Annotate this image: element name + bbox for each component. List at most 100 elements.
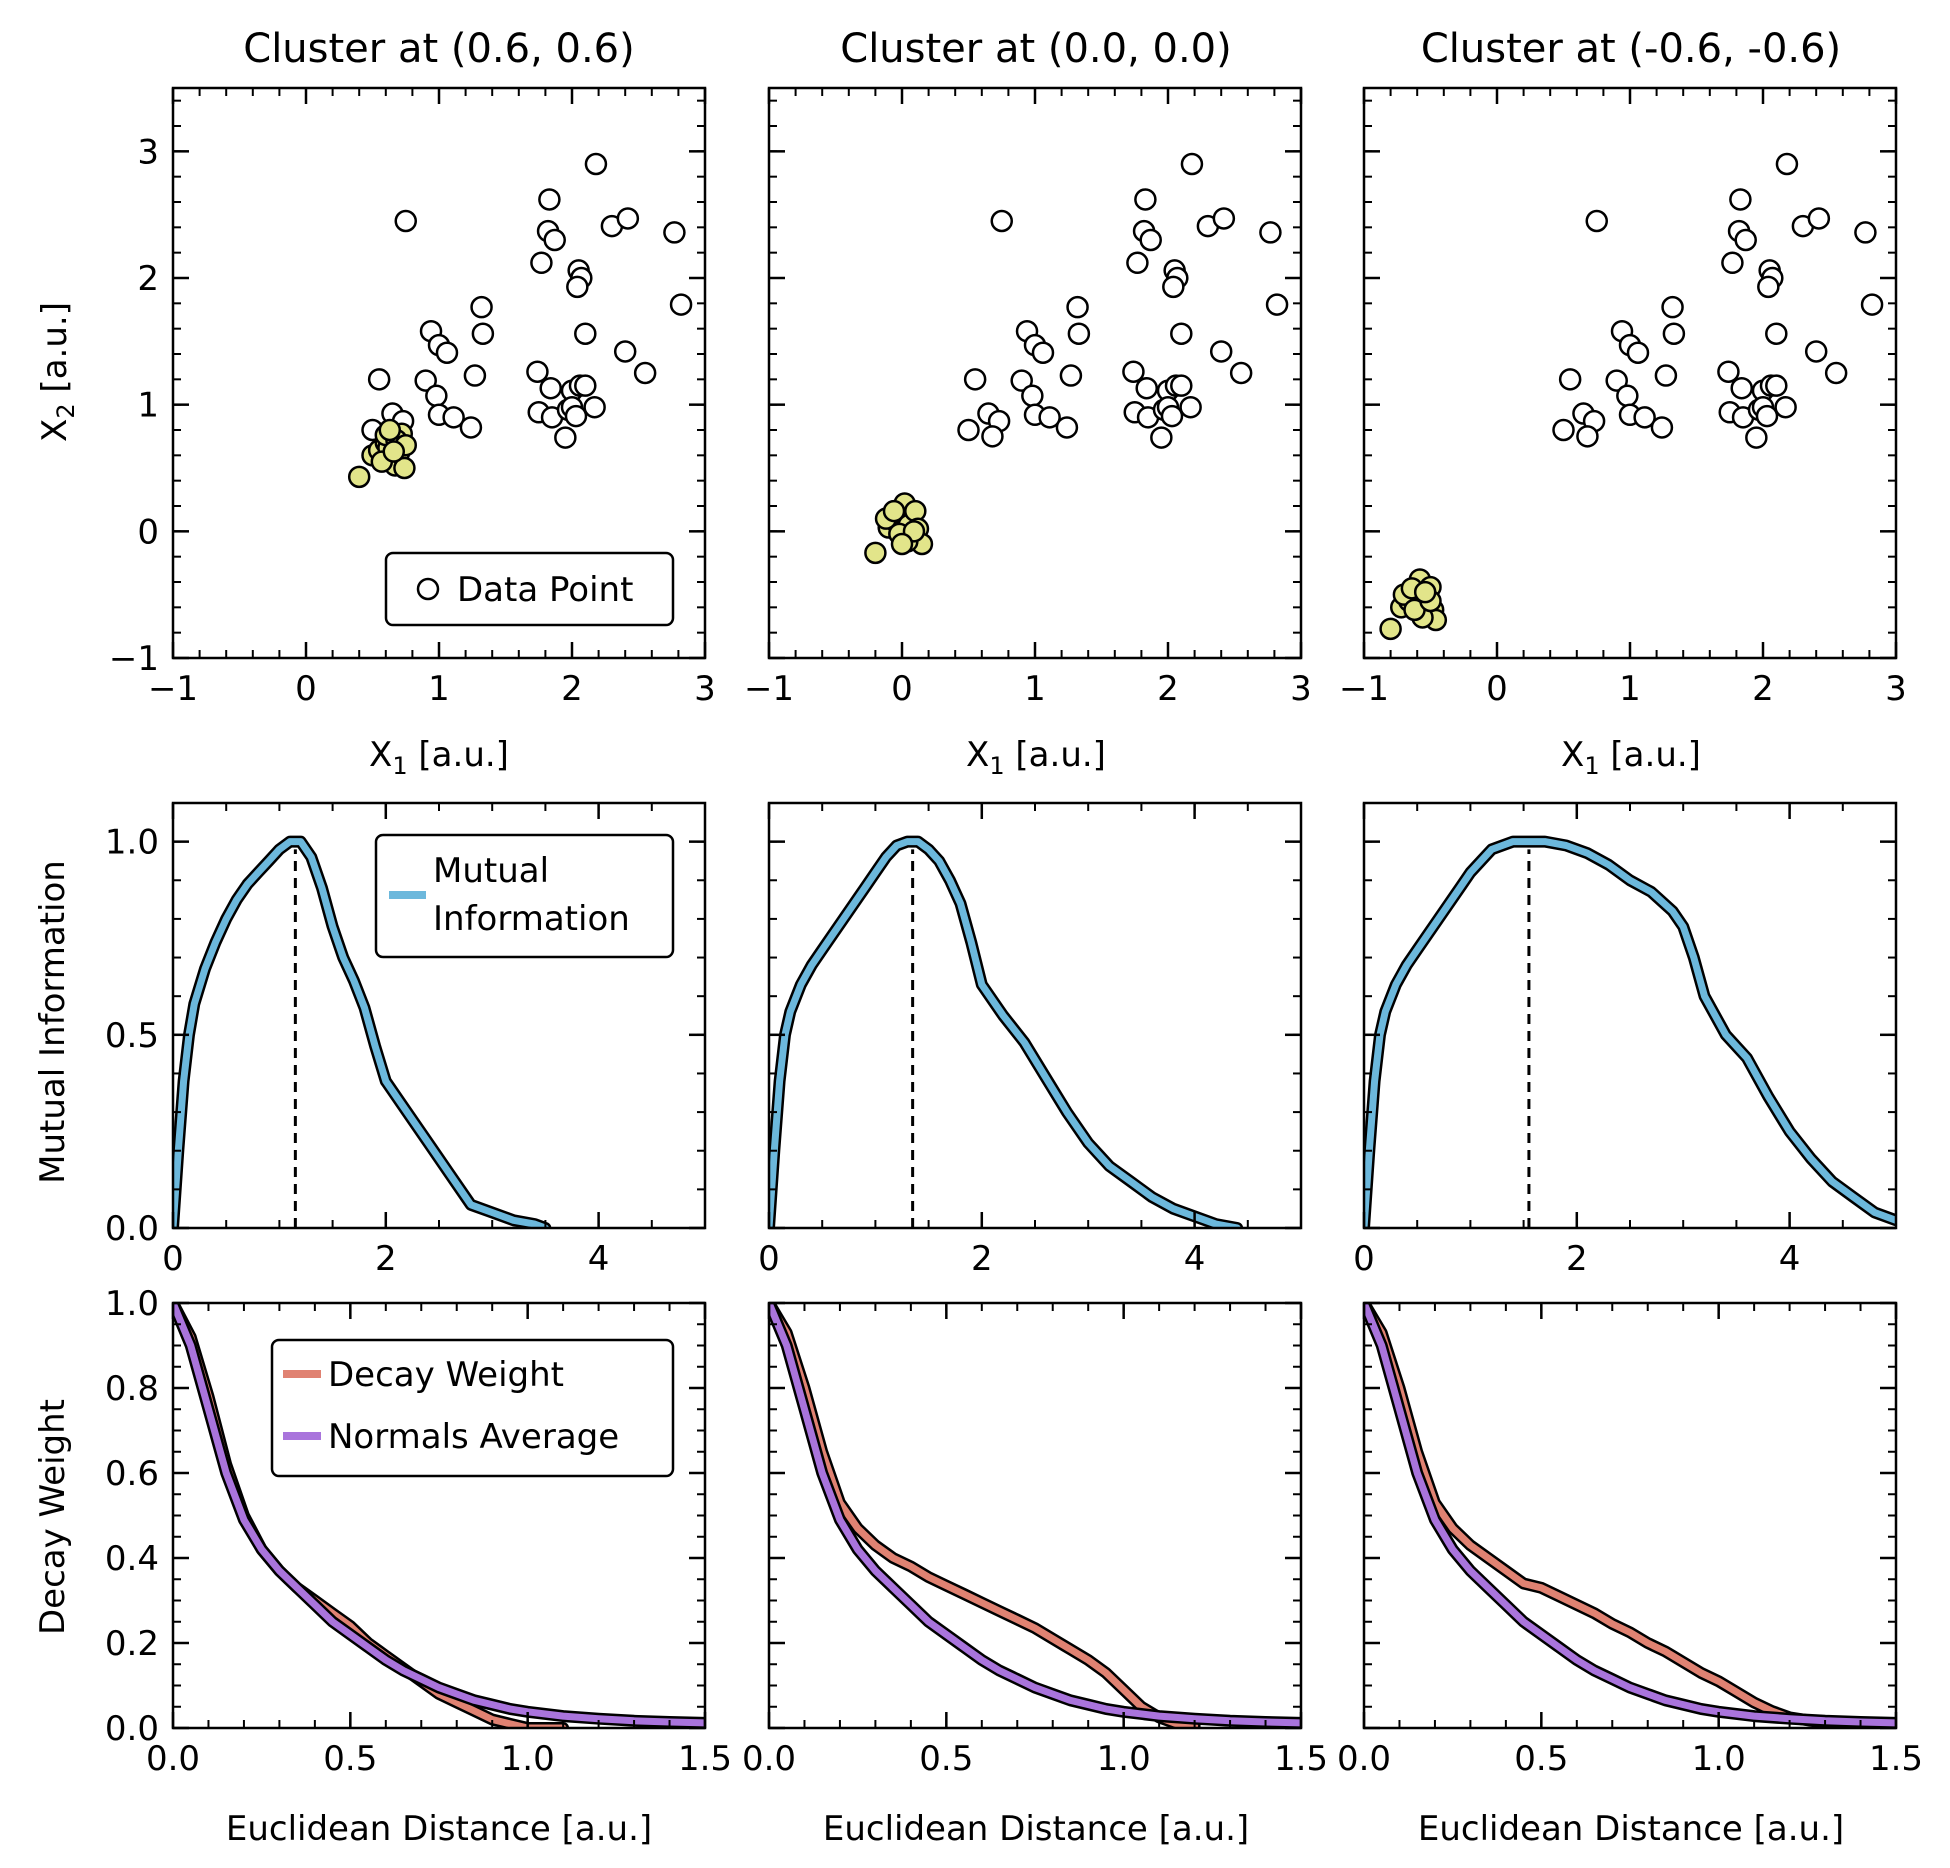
data-point bbox=[538, 188, 561, 211]
y-tick-label: 0.2 bbox=[105, 1624, 159, 1664]
data-point bbox=[1662, 322, 1686, 345]
data-point bbox=[394, 209, 417, 233]
data-point bbox=[584, 152, 608, 176]
data-point bbox=[1576, 425, 1599, 448]
x-tick-label: 1.0 bbox=[1097, 1739, 1151, 1779]
data-point bbox=[1170, 374, 1193, 397]
data-point bbox=[1729, 188, 1752, 211]
x-tick-label: 3 bbox=[694, 669, 716, 709]
mutual-information-outline bbox=[769, 835, 1244, 1228]
data-point bbox=[1126, 251, 1149, 275]
legend-mutual-information: Mutual Information bbox=[374, 833, 675, 959]
x-axis-label-distance-2: Euclidean Distance [a.u.] bbox=[823, 1809, 1249, 1849]
data-point bbox=[1721, 251, 1744, 275]
data-point bbox=[1150, 426, 1173, 449]
x-tick-label: 1 bbox=[1024, 669, 1046, 709]
normals-average-line bbox=[769, 1303, 1301, 1727]
x-tick-label: 1.5 bbox=[1869, 1739, 1923, 1779]
panel-scatter-3: −1 0 1 2 3 bbox=[1339, 86, 1907, 709]
y-tick-label: 0.0 bbox=[105, 1709, 159, 1749]
cluster-point bbox=[864, 541, 887, 565]
plot-area bbox=[864, 152, 1289, 565]
legend-marker-data-point bbox=[416, 577, 440, 601]
y-tick-label: 0 bbox=[137, 512, 159, 552]
data-point bbox=[463, 364, 487, 387]
cluster-point bbox=[378, 418, 402, 442]
normals-average-line bbox=[1364, 1303, 1896, 1727]
panel-scatter-1: −1 0 1 2 3 −1 0 1 2 3 bbox=[109, 86, 716, 709]
panel-decay_weight-2: 0.0 0.5 1.0 1.5 bbox=[742, 1301, 1328, 1779]
data-point bbox=[1259, 221, 1282, 244]
plot-area bbox=[1379, 152, 1884, 641]
x-tick-label: 0.5 bbox=[1514, 1739, 1568, 1779]
y-axis-label-decay-weight: Decay Weight bbox=[33, 1399, 73, 1635]
data-point bbox=[1265, 293, 1289, 316]
mutual-information-line bbox=[769, 838, 1241, 1228]
data-point bbox=[1055, 416, 1079, 439]
cluster-point bbox=[1413, 580, 1437, 604]
x-tick-label: 1.5 bbox=[1274, 1739, 1328, 1779]
x-tick-label: 0 bbox=[758, 1239, 780, 1279]
x-axis-label-x1-1: X1 [a.u.] bbox=[369, 735, 509, 780]
data-point bbox=[1804, 340, 1828, 363]
y-tick-label: 3 bbox=[137, 132, 159, 172]
data-point bbox=[669, 293, 693, 316]
data-point bbox=[1059, 364, 1083, 387]
cluster-point bbox=[382, 440, 406, 463]
data-point bbox=[1854, 221, 1877, 244]
panel-mutual_information-2: 0 2 4 bbox=[758, 801, 1303, 1279]
data-point bbox=[1824, 361, 1848, 385]
data-point bbox=[1212, 207, 1236, 230]
panel-scatter-2: −1 0 1 2 3 bbox=[744, 86, 1312, 709]
data-point bbox=[1180, 152, 1204, 176]
decay-weight-line bbox=[769, 1303, 1199, 1728]
x-tick-label: 0.5 bbox=[919, 1739, 973, 1779]
x-tick-label: 0 bbox=[1486, 669, 1508, 709]
x-tick-label: 0 bbox=[1353, 1239, 1375, 1279]
x-tick-label: 2 bbox=[971, 1239, 993, 1279]
data-point bbox=[1038, 406, 1061, 429]
cluster-point bbox=[882, 499, 906, 523]
x-tick-label: 0 bbox=[891, 669, 913, 709]
axes-frame bbox=[1362, 801, 1898, 1230]
panel-decay_weight-1: 0.0 0.5 1.0 1.5 0.0 0.2 0.4 0.6 0.8 1.0 bbox=[105, 1284, 732, 1779]
y-tick-label: 1 bbox=[137, 386, 159, 426]
panel-decay_weight-3: 0.0 0.5 1.0 1.5 bbox=[1337, 1301, 1923, 1779]
data-point bbox=[583, 395, 606, 419]
data-point bbox=[957, 418, 980, 442]
data-point bbox=[616, 207, 640, 230]
data-point bbox=[963, 368, 987, 391]
x-tick-label: −1 bbox=[1339, 669, 1389, 709]
normals-average-line bbox=[173, 1303, 705, 1727]
data-point bbox=[1179, 395, 1202, 419]
x-tick-label: 4 bbox=[1184, 1239, 1206, 1279]
data-point bbox=[1209, 340, 1233, 363]
data-point bbox=[1650, 416, 1674, 439]
cluster-point bbox=[1379, 617, 1402, 641]
axes-frame bbox=[1362, 1301, 1898, 1730]
x-tick-label: 2 bbox=[1752, 669, 1774, 709]
data-point bbox=[1229, 361, 1253, 385]
data-point bbox=[1160, 404, 1184, 428]
data-point bbox=[1717, 360, 1740, 383]
x-tick-label: 4 bbox=[588, 1239, 610, 1279]
x-tick-label: 2 bbox=[561, 669, 583, 709]
data-point bbox=[459, 416, 483, 439]
plot-area bbox=[769, 1303, 1301, 1728]
data-point bbox=[613, 340, 637, 363]
plot-area bbox=[173, 1303, 705, 1728]
cluster-point bbox=[393, 456, 416, 480]
data-point bbox=[1765, 322, 1788, 345]
panel-title-3: Cluster at (-0.6, -0.6) bbox=[1421, 26, 1841, 72]
y-axis-label-mutual-information: Mutual Information bbox=[33, 860, 73, 1184]
legend-data-point: Data Point bbox=[384, 551, 675, 627]
data-point bbox=[1139, 228, 1162, 252]
y-tick-label: 0.6 bbox=[105, 1454, 159, 1494]
data-point bbox=[633, 361, 657, 385]
y-axis-label-x2: X2 [a.u.] bbox=[35, 302, 80, 442]
axes-frame bbox=[171, 801, 707, 1230]
data-point bbox=[1031, 341, 1055, 364]
axes-frame bbox=[767, 86, 1303, 660]
legend-label-decay-weight: Decay Weight bbox=[328, 1355, 564, 1395]
data-point bbox=[1558, 368, 1582, 391]
